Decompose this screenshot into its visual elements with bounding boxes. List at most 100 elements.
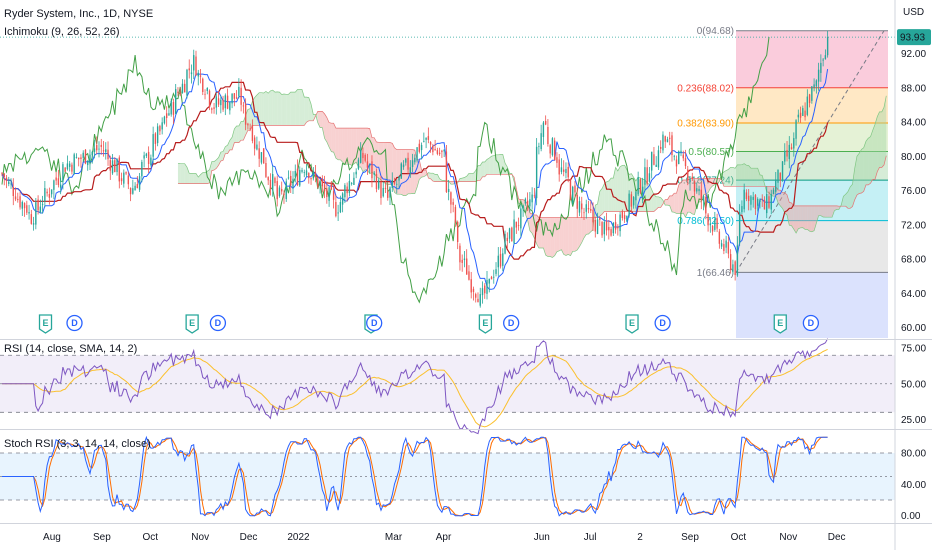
cloud-segment: [870, 130, 873, 184]
candle-body: [479, 294, 481, 306]
candle-body: [772, 189, 775, 195]
candle: [517, 217, 520, 231]
candle: [526, 192, 529, 212]
last-price-tag[interactable]: 93.93: [897, 29, 931, 46]
candle-body: [641, 186, 644, 195]
dividend-marker[interactable]: D: [366, 314, 383, 332]
candle: [35, 198, 37, 230]
candle-body: [718, 231, 721, 244]
candle: [594, 216, 596, 238]
dividend-marker[interactable]: D: [209, 314, 227, 332]
candle-body: [350, 183, 353, 184]
earnings-marker[interactable]: E: [38, 314, 53, 334]
time-tick-label: 2: [637, 532, 643, 543]
candle-body: [515, 221, 518, 228]
candle: [678, 150, 680, 165]
candle: [224, 93, 227, 116]
fib-level-label: 0(94.68): [697, 26, 734, 37]
candle-body: [193, 55, 195, 71]
dividend-marker[interactable]: D: [802, 314, 820, 332]
candle: [301, 167, 303, 174]
earnings-marker[interactable]: E: [773, 314, 787, 334]
candle: [123, 169, 125, 188]
earnings-marker[interactable]: E: [185, 314, 199, 334]
candle-body: [405, 158, 407, 163]
cloud-segment: [852, 168, 855, 207]
price-candles: [1, 30, 829, 308]
candle: [576, 187, 578, 218]
candle-body: [276, 181, 278, 200]
candle-body: [447, 188, 450, 192]
cloud-segment: [191, 173, 194, 184]
ichimoku-lines: [0, 36, 895, 304]
candle: [781, 160, 784, 182]
candle: [626, 215, 628, 222]
candle: [154, 132, 157, 151]
candle: [290, 170, 292, 193]
cloud-segment: [473, 170, 476, 182]
earnings-marker[interactable]: E: [478, 314, 493, 334]
cloud-segment: [547, 217, 551, 257]
candle-body: [364, 154, 366, 161]
cloud-segment: [180, 163, 183, 184]
candle-body: [217, 98, 220, 105]
candle: [763, 196, 766, 210]
earnings-marker[interactable]: E: [625, 314, 639, 334]
candle: [1, 172, 3, 177]
candle-body: [734, 261, 736, 275]
cloud-segment: [561, 217, 564, 255]
candle-body: [66, 163, 69, 170]
candle: [71, 162, 73, 175]
candle: [276, 175, 278, 207]
candle: [614, 213, 617, 234]
time-tick-label: Dec: [828, 532, 846, 543]
cloud-segment: [577, 217, 580, 250]
stoch-rsi-legend[interactable]: Stoch RSI (3, 3, 14, 14, close): [4, 438, 151, 450]
candle-body: [346, 186, 348, 194]
candle-body: [396, 183, 398, 185]
cloud-segment: [791, 202, 794, 230]
dividend-letter: D: [508, 318, 515, 328]
fib-trend-line[interactable]: [735, 30, 885, 273]
cloud-segment: [656, 196, 659, 210]
candle: [407, 152, 409, 175]
candle: [533, 187, 536, 199]
candle: [757, 197, 759, 212]
candle-body: [526, 200, 529, 205]
cloud-segment: [254, 95, 257, 126]
dividend-marker[interactable]: D: [66, 314, 83, 332]
rsi-legend[interactable]: RSI (14, close, SMA, 14, 2): [4, 343, 138, 355]
dividend-marker[interactable]: D: [503, 314, 520, 332]
candle: [547, 119, 549, 147]
candle-body: [48, 194, 51, 198]
candle: [811, 86, 813, 104]
cloud-segment: [390, 142, 393, 186]
candle-body: [637, 177, 639, 195]
candle: [3, 172, 5, 186]
cloud-segment: [845, 191, 848, 209]
candle-body: [30, 214, 33, 224]
candle-body: [793, 138, 795, 149]
candle-body: [213, 107, 215, 109]
candle-body: [242, 105, 245, 107]
candle-body: [281, 189, 283, 192]
earnings-shape: [38, 314, 53, 334]
candle-body: [547, 126, 549, 144]
earnings-dividend-markers[interactable]: EDEDEDEDEDED: [38, 314, 820, 334]
cloud-segment: [326, 117, 330, 148]
candle: [109, 155, 111, 180]
cloud-segment: [726, 169, 729, 187]
candle-body: [28, 212, 30, 214]
candle: [637, 171, 639, 197]
candle: [179, 87, 181, 97]
candle-body: [777, 169, 779, 183]
candle-body: [1, 173, 3, 174]
cloud-segment: [671, 193, 675, 213]
candle-body: [804, 110, 806, 118]
cloud-segment: [290, 92, 294, 126]
dividend-letter: D: [371, 318, 378, 328]
ichimoku-legend[interactable]: Ichimoku (9, 26, 52, 26): [4, 26, 120, 38]
candle-body: [224, 95, 227, 109]
dividend-marker[interactable]: D: [654, 314, 671, 332]
